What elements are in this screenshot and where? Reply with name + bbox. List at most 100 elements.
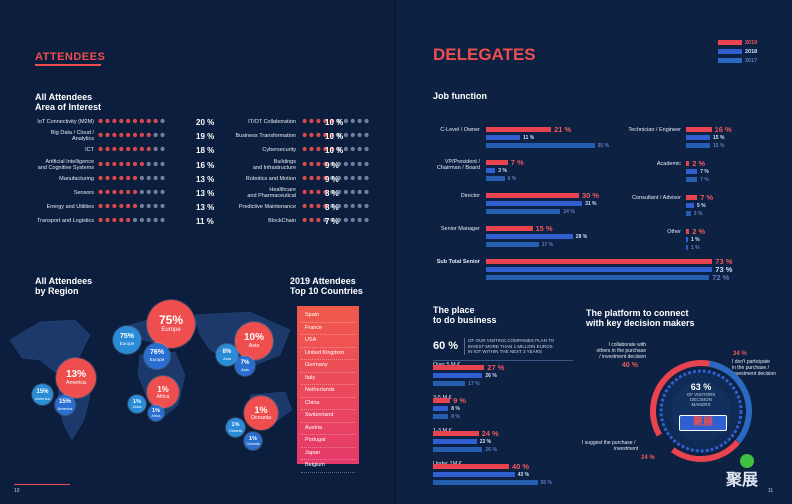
right-page: DELEGATES 2019 2018 2017 Job function C-… [396,0,792,504]
person-icon: ☻ [356,203,363,211]
invest-bar-pct: 17 % [468,380,480,387]
person-icon: ☻ [124,189,132,196]
person-icon: ☻ [158,146,166,154]
job-bar-pct: 15 % [713,134,725,141]
person-icon: ☻ [362,174,370,182]
job-label-line: Director [460,193,480,199]
job-bar-2017 [486,242,539,247]
job-label-line: Chairman / Board [436,165,480,171]
bubble-value: 1% [152,407,160,414]
person-icon: ☻ [97,160,104,168]
person-icon: ☻ [362,132,370,140]
bubble-region: America [65,380,87,387]
person-icon: ☻ [342,203,350,211]
job-bar-pct: 17 % [541,241,554,248]
attendee-icons: ☻☻☻☻☻☻☻☻☻☻ [301,161,370,168]
job-bar-pct: 73 % [715,265,733,274]
region-title-line-2: by Region [35,286,79,296]
person-icon: ☻ [301,118,308,125]
person-icon: ☻ [103,132,111,140]
interest-pct: 9 % [325,160,339,170]
job-bar-2018 [686,135,710,140]
platform-title-line-1: The platform to connect [586,308,689,318]
region-bubble-asia: 10% Asia [235,322,273,360]
person-icon: ☻ [314,118,322,125]
interest-pct: 8 % [325,203,339,213]
invest-bar-2017 [433,414,449,419]
interest-title-line-2: Area of Interest [35,102,102,112]
bubble-region: Europe [149,357,165,363]
legend-swatch-2017 [718,58,742,63]
invest-bar-pct: 26 % [485,372,497,379]
invest-bar-2018 [433,406,449,411]
country-item: France [301,323,355,335]
invest-bar-2018 [433,373,483,378]
person-icon: ☻ [117,160,125,168]
person-icon: ☻ [124,174,132,182]
interest-row-label: IoT Connectivity (M2M) [0,119,94,125]
person-icon: ☻ [314,189,322,196]
business-divider [433,360,573,361]
job-bar-2019 [686,229,690,234]
interest-label-line: BlockChain [268,218,296,225]
person-icon: ☻ [158,203,166,211]
person-icon: ☻ [342,174,350,182]
invest-bar-pct: 24 % [481,429,499,438]
invest-bar-pct: 26 % [485,446,497,453]
person-icon: ☻ [117,132,125,140]
interest-title-line-1: All Attendees [35,92,93,102]
person-icon: ☻ [321,203,329,211]
person-icon: ☻ [356,189,363,196]
decision-makers-ring [650,360,752,462]
delegates-title: DELEGATES [433,45,536,64]
person-icon: ☻ [145,217,152,225]
footer-line [14,484,70,485]
job-bar-2018 [686,169,698,174]
platform-left-text-1: I collaborate with [608,342,646,348]
person-icon: ☻ [138,217,146,225]
person-icon: ☻ [321,217,329,225]
interest-pct: 7 % [325,217,339,227]
job-bar-pct: 15 % [535,224,553,233]
person-icon: ☻ [110,217,118,225]
interest-label-line: IoT Connectivity (M2M) [37,119,94,125]
person-icon: ☻ [124,160,132,168]
job-bar-2019 [486,127,552,132]
platform-center-text-1: OF VISITORS [686,392,716,397]
interest-label-line: Big Data / Cloud / [50,130,94,137]
platform-left-pct: 40 % [622,362,638,369]
attendee-icons: ☻☻☻☻☻☻☻☻☻☻ [97,189,166,196]
business-stat-text-1: OF OUR VISITING COMPANIES PLAN TO [468,338,555,343]
attendee-icons: ☻☻☻☻☻☻☻☻☻☻ [301,175,370,182]
job-bar-2019 [486,160,508,165]
person-icon: ☻ [307,146,315,154]
bubble-region: America [35,395,50,401]
person-icon: ☻ [97,189,104,196]
interest-label-line: Cybersecurity [262,147,296,154]
watermark-dot [740,454,754,468]
job-bar-pct: 73 % [715,257,733,266]
bubble-value: 1% [231,422,240,428]
interest-label-line: Business Transformation [235,133,296,140]
interest-row-label: Business Transformation [200,133,296,139]
platform-right-pct: 34 % [733,351,747,357]
person-icon: ☻ [301,146,308,154]
interest-row-label: Artificial Intelligence and Cognitive Sys… [0,159,94,171]
person-icon: ☻ [131,174,139,182]
person-icon: ☻ [138,118,146,125]
bubble-value: 1% [254,404,268,415]
region-bubble-africa: 1% Africa [148,405,164,421]
invest-bar-pct: 27 % [487,363,505,372]
person-icon: ☻ [307,217,315,225]
countries-list: Spain France USA United Kingdom Germany Italy… [297,310,355,473]
person-icon: ☻ [117,146,125,154]
countries-panel: Spain France USA United Kingdom Germany Italy… [297,306,359,473]
interest-pct: 8 % [325,189,339,198]
person-icon: ☻ [356,118,363,125]
invest-bar-2019 [433,464,509,469]
person-icon: ☻ [356,132,363,140]
person-icon: ☻ [328,146,336,154]
country-item: Austria [301,423,355,435]
platform-right-text-3: investment decision [732,371,776,377]
job-label-line: C-Level / Owner [440,127,480,133]
